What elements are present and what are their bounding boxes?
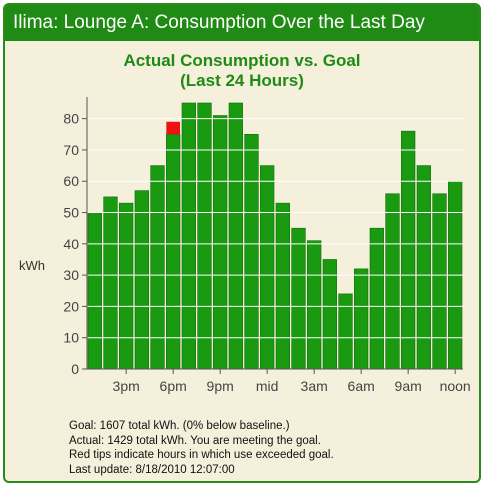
bar: [213, 116, 227, 369]
y-axis-label: kWh: [19, 258, 45, 273]
bar: [119, 203, 133, 369]
x-tick-label: 3pm: [113, 378, 140, 394]
y-tick-label: 50: [63, 205, 79, 221]
x-tick-label: 6pm: [160, 378, 187, 394]
y-tick-label: 30: [63, 267, 79, 283]
bar: [166, 134, 180, 369]
bar: [370, 228, 384, 369]
bar: [245, 134, 259, 369]
y-tick-label: 80: [63, 111, 79, 127]
y-tick-label: 60: [63, 173, 79, 189]
x-tick-label: 6am: [348, 378, 375, 394]
info-block: Goal: 1607 total kWh. (0% below baseline…: [69, 419, 334, 477]
bar: [88, 213, 102, 369]
bar: [323, 259, 337, 369]
x-tick-label: 3am: [301, 378, 328, 394]
y-tick-label: 10: [63, 330, 79, 346]
x-tick-label: mid: [256, 378, 279, 394]
bar: [198, 103, 212, 369]
y-tick-label: 0: [71, 361, 79, 377]
y-tick-label: 20: [63, 298, 79, 314]
bar: [307, 241, 321, 369]
last-update: Last update: 8/18/2010 12:07:00: [69, 463, 334, 478]
bar: [182, 103, 196, 369]
bar-red-tip: [166, 122, 180, 135]
goal-summary: Goal: 1607 total kWh. (0% below baseline…: [69, 419, 334, 434]
chart-panel: Ilima: Lounge A: Consumption Over the La…: [3, 3, 481, 483]
x-tick-label: noon: [440, 378, 471, 394]
bar: [401, 131, 415, 369]
bar: [292, 228, 306, 369]
red-tips-note: Red tips indicate hours in which use exc…: [69, 448, 334, 463]
bar: [339, 294, 353, 369]
bar-chart: 0 10 20 30 40 50 60 70 80 kWh 3pm 6pm 9pm mid 3am 6am 9a…: [5, 5, 479, 415]
x-tick-label: 9pm: [207, 378, 234, 394]
bar: [135, 191, 149, 369]
bar: [417, 166, 431, 369]
bar: [104, 197, 118, 369]
y-tick-label: 40: [63, 236, 79, 252]
bar: [354, 269, 368, 369]
bar: [151, 166, 165, 369]
bar: [433, 194, 447, 369]
bar: [386, 194, 400, 369]
bar: [276, 203, 290, 369]
bar: [229, 103, 243, 369]
x-tick-label: 9am: [395, 378, 422, 394]
bar: [260, 166, 274, 369]
actual-summary: Actual: 1429 total kWh. You are meeting …: [69, 434, 334, 449]
y-tick-label: 70: [63, 142, 79, 158]
